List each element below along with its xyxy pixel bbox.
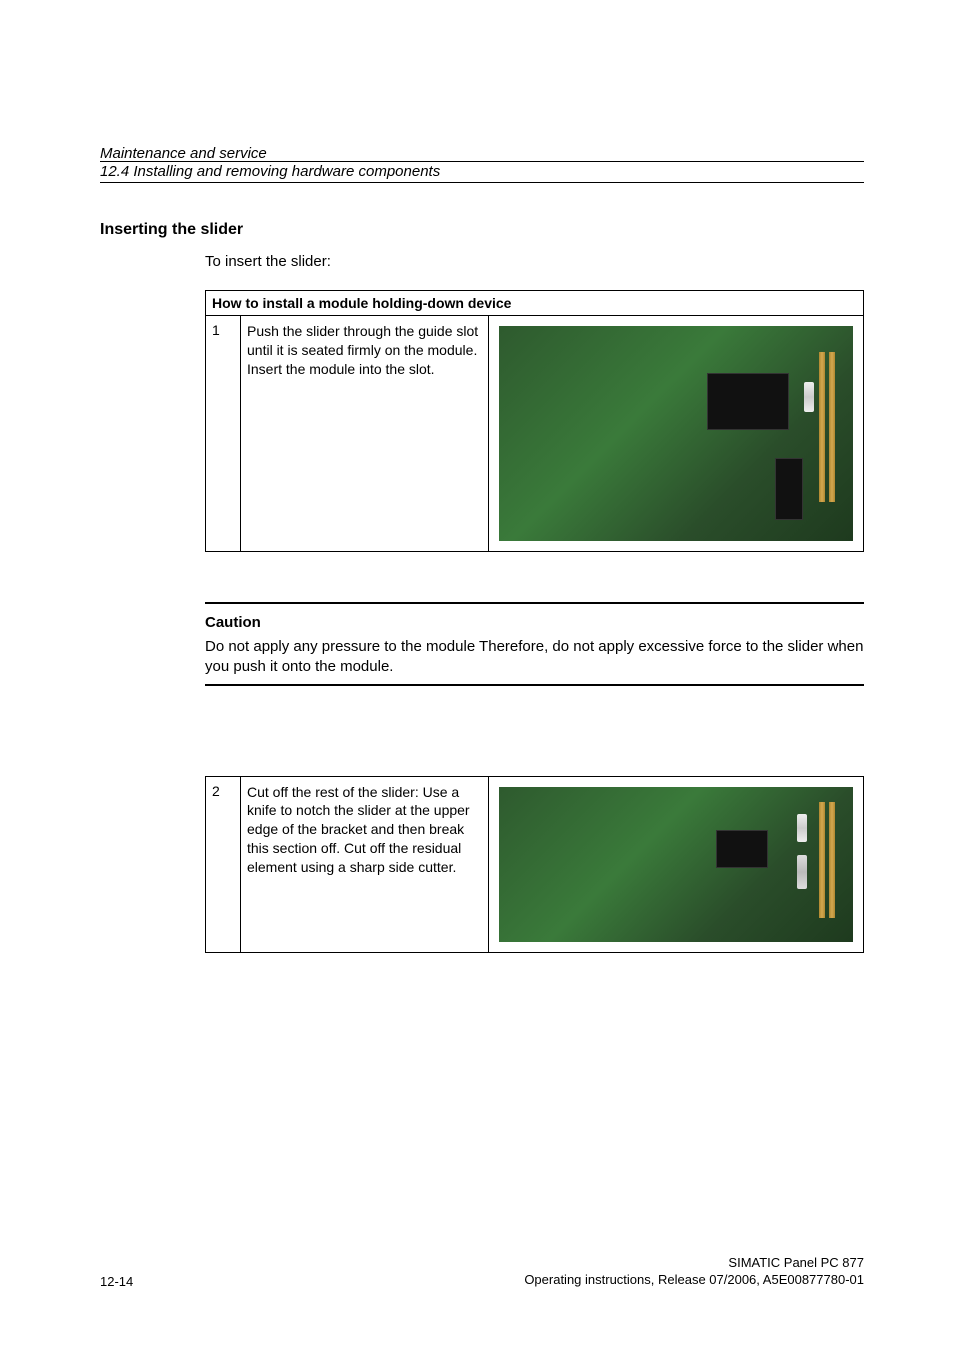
step-number: 1 (206, 316, 241, 552)
header-line-2: 12.4 Installing and removing hardware co… (100, 163, 864, 183)
caution-block: Caution Do not apply any pressure to the… (205, 602, 864, 686)
page-number: 12-14 (100, 1274, 133, 1289)
section-intro: To insert the slider: (205, 253, 864, 270)
step-image-cell (489, 776, 864, 952)
footer-right: SIMATIC Panel PC 877 Operating instructi… (524, 1255, 864, 1289)
section-title: Inserting the slider (100, 221, 864, 239)
table-row: 2 Cut off the rest of the slider: Use a … (206, 776, 864, 952)
install-table-1-header: How to install a module holding-down dev… (206, 291, 864, 316)
page: Maintenance and service 12.4 Installing … (0, 0, 954, 1351)
pcb-photo-1 (499, 326, 853, 541)
header-line-1: Maintenance and service (100, 145, 864, 162)
caution-title: Caution (205, 604, 864, 637)
page-header: Maintenance and service 12.4 Installing … (100, 0, 864, 183)
step-text: Push the slider through the guide slot u… (241, 316, 489, 552)
install-table-2: 2 Cut off the rest of the slider: Use a … (205, 776, 864, 953)
spacer (100, 686, 864, 756)
footer-product: SIMATIC Panel PC 877 (524, 1255, 864, 1272)
footer-doc: Operating instructions, Release 07/2006,… (524, 1272, 864, 1289)
step-image-cell (489, 316, 864, 552)
step-number: 2 (206, 776, 241, 952)
install-table-1: How to install a module holding-down dev… (205, 290, 864, 552)
step-text: Cut off the rest of the slider: Use a kn… (241, 776, 489, 952)
page-footer: 12-14 SIMATIC Panel PC 877 Operating ins… (100, 1255, 864, 1289)
pcb-photo-2 (499, 787, 853, 942)
caution-text: Do not apply any pressure to the module … (205, 637, 864, 678)
table-row: 1 Push the slider through the guide slot… (206, 316, 864, 552)
